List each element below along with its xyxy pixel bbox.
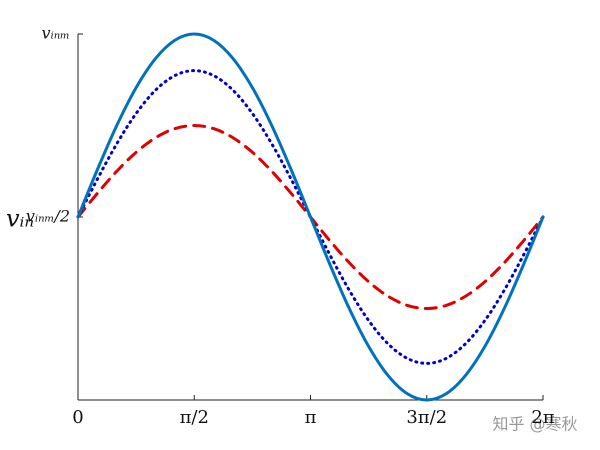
y-axis-label: vᵢₙ: [6, 205, 34, 233]
x-tick-label: 2π: [531, 407, 554, 428]
line-series: [76, 69, 545, 365]
y-tick-label: vᵢₙₘ: [41, 24, 70, 43]
y-tick-label: vᵢₙₘ/2: [26, 207, 70, 226]
x-tick-label: π: [305, 407, 317, 428]
x-tick-label: 0: [72, 407, 83, 428]
x-tick-label: π/2: [180, 407, 209, 428]
watermark: 知乎 @寒秋: [492, 415, 577, 434]
line-series: [76, 32, 545, 402]
x-tick-label: 3π/2: [406, 407, 447, 428]
